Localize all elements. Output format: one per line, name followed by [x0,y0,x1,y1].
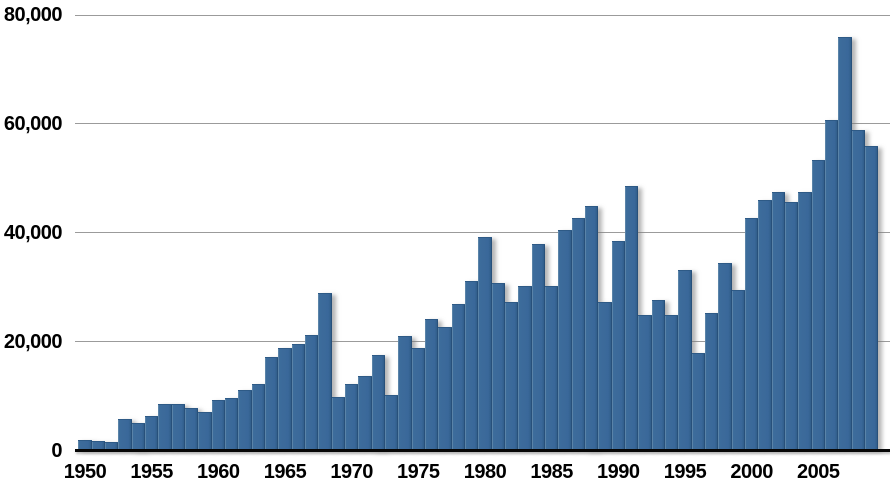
bar-1968 [318,292,332,451]
x-axis-tick-label: 1990 [597,461,640,483]
x-axis-tick-label: 1955 [130,461,173,483]
bar-1990 [611,240,625,451]
bar-1987 [571,217,585,451]
bar-2003 [784,202,799,451]
bar-1976 [424,318,439,451]
bar-1983 [518,286,532,451]
x-axis-tick-label: 2005 [797,461,840,483]
bar-1995 [678,269,692,451]
y-axis-tick-label: 80,000 [3,4,63,26]
x-axis-tick-label: 1985 [530,461,573,483]
x-axis-tick-label: 1970 [330,461,373,483]
bar-1998 [718,263,732,451]
bar-1970 [344,384,359,451]
bar-1981 [491,283,505,451]
bar-1963 [251,383,265,451]
bar-1974 [398,335,412,451]
gridline-60000 [75,123,890,125]
bar-1985 [544,286,559,451]
bar-1977 [438,326,452,451]
y-axis-tick-label: 0 [51,439,62,462]
bar-1958 [184,408,199,451]
bar-1971 [358,376,372,451]
bar-1962 [238,390,252,451]
bar-1984 [531,243,545,451]
bar-1980 [478,236,492,451]
bar-1975 [411,347,425,451]
bar-2001 [758,199,772,451]
bar-1967 [304,335,319,451]
bar-1978 [451,304,465,451]
bar-2002 [771,192,785,451]
x-axis-tick-label: 1950 [63,461,107,483]
bar-2007 [838,36,852,451]
x-axis-tick-label: 1995 [663,461,707,483]
y-axis-tick-label: 40,000 [3,221,63,244]
bar-1951 [91,440,105,451]
bar-1965 [278,348,292,451]
bar-1973 [384,394,399,451]
bar-1979 [464,280,479,451]
x-axis-line [75,449,890,452]
bar-1950 [78,440,92,451]
x-axis-tick-label: 1960 [197,461,240,483]
bar-1969 [331,396,345,451]
bar-1999 [731,289,745,451]
bar-2005 [811,159,825,451]
bar-2009 [864,146,879,451]
bar-1961 [224,398,239,451]
bar-1954 [131,423,145,451]
bar-1960 [211,399,225,451]
bar-1989 [598,302,612,451]
x-axis-tick-label: 2000 [730,461,773,483]
bar-1972 [371,355,385,451]
x-axis-tick-label: 1965 [263,461,307,483]
y-axis-tick-label: 20,000 [3,330,63,353]
bar-1992 [638,314,652,451]
gridline-80000 [75,14,890,16]
bar-2004 [798,192,812,451]
bar-1957 [171,403,185,451]
y-axis-tick-label: 60,000 [3,112,63,135]
bar-2000 [744,218,759,451]
bar-1997 [704,313,719,451]
bar-1988 [584,205,599,451]
bar-1956 [158,404,172,451]
bar-1993 [651,299,665,451]
bar-1991 [624,185,639,451]
bar-1955 [144,416,159,451]
bar-2006 [824,119,839,451]
bar-1986 [558,230,572,451]
gridline-40000 [75,232,890,234]
bar-1964 [264,356,279,451]
bar-1953 [118,419,132,451]
x-axis-tick-label: 1975 [397,461,440,483]
bar-1996 [691,353,705,451]
bar-1966 [291,344,305,451]
bar-1994 [664,314,679,451]
bar-1982 [504,301,519,451]
bar-1959 [198,411,212,451]
bar-2008 [851,129,865,451]
bar-1952 [104,441,119,451]
x-axis-tick-label: 1980 [463,461,507,483]
